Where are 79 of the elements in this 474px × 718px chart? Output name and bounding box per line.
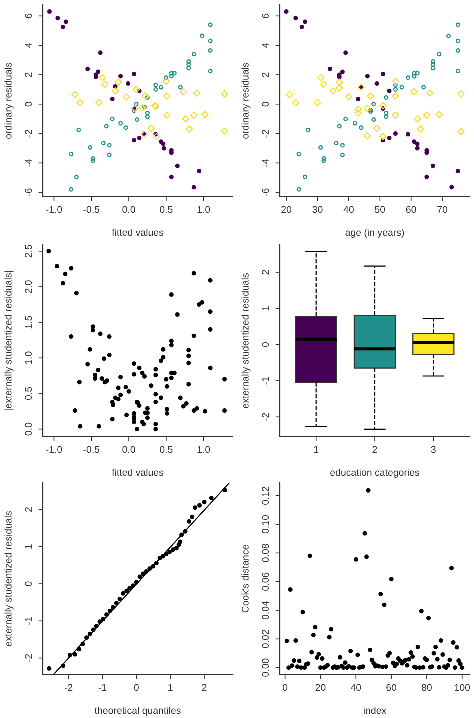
y-tick-label: 0.06 bbox=[262, 572, 270, 591]
y-tick-label: -2 bbox=[262, 130, 269, 138]
y-tick-label: 0.12 bbox=[262, 486, 270, 505]
y-tick-label: 2 bbox=[262, 270, 269, 275]
x-tick-label: -0.5 bbox=[84, 206, 100, 214]
x-tick-label: 0.0 bbox=[122, 446, 136, 454]
x-tick-label: 0.5 bbox=[160, 446, 173, 454]
x-tick-label: -1 bbox=[98, 684, 107, 692]
y-tick-label: 0.04 bbox=[262, 601, 270, 620]
y-tick-label: 2 bbox=[262, 72, 269, 78]
y-tick-label: 0 bbox=[262, 102, 270, 107]
x-tick-label: 70 bbox=[438, 206, 448, 214]
y-tick-label: 1.0 bbox=[25, 352, 32, 364]
x-tick-label: 30 bbox=[312, 206, 323, 214]
y-tick-label: 0 bbox=[25, 582, 32, 586]
y-tick-label: 0.08 bbox=[262, 544, 270, 562]
y-tick-label: 2 bbox=[25, 508, 32, 512]
y-tick-label: 6 bbox=[262, 14, 270, 18]
x-tick-label: 1 bbox=[314, 446, 319, 454]
x-tick-label: 0.5 bbox=[160, 206, 173, 214]
x-tick-label: 3 bbox=[431, 446, 436, 454]
y-tick-label: 0.5 bbox=[25, 387, 32, 400]
y-tick-label: 0 bbox=[262, 342, 270, 348]
y-tick-label: 0 bbox=[25, 102, 32, 107]
x-tick-label: 80 bbox=[422, 684, 432, 692]
x-tick-label: 100 bbox=[455, 684, 470, 692]
y-axis-title: |externally studentized residuals| bbox=[4, 272, 14, 410]
x-tick-label: 1 bbox=[168, 684, 173, 692]
x-tick-label: -0.5 bbox=[84, 446, 100, 454]
x-tick-label: -1.0 bbox=[46, 446, 62, 454]
y-tick-label: 1.5 bbox=[25, 316, 32, 329]
x-tick-label: 50 bbox=[375, 206, 386, 214]
y-tick-label: -6 bbox=[25, 188, 32, 196]
y-axis-title: ordinary residuals bbox=[242, 62, 251, 139]
x-axis-title: theoretical quantiles bbox=[94, 706, 181, 716]
x-tick-label: 0.0 bbox=[122, 206, 136, 214]
y-tick-label: -1 bbox=[262, 377, 269, 385]
y-tick-label: 2.5 bbox=[25, 245, 32, 258]
y-tick-label: 4 bbox=[262, 43, 269, 48]
x-tick-label: -2 bbox=[64, 684, 73, 692]
y-tick-label: -4 bbox=[262, 159, 269, 168]
y-axis-title: externally studentized residuals bbox=[4, 512, 14, 646]
x-tick-label: 0 bbox=[134, 684, 139, 692]
x-tick-label: 20 bbox=[316, 684, 326, 692]
x-tick-label: 60 bbox=[406, 206, 416, 214]
y-tick-label: -6 bbox=[262, 188, 270, 196]
x-tick-label: 40 bbox=[344, 206, 354, 214]
x-axis-title: education categories bbox=[330, 468, 420, 478]
y-tick-label: 4 bbox=[25, 43, 32, 48]
y-tick-label: 1 bbox=[25, 544, 32, 549]
x-tick-label: 1.0 bbox=[198, 206, 210, 214]
x-axis-title: index bbox=[364, 706, 387, 714]
y-axis-title: ordinary residuals bbox=[4, 62, 14, 139]
x-axis-title: fitted values bbox=[112, 228, 164, 236]
y-tick-label: 6 bbox=[25, 14, 32, 18]
y-axis-title: Cook's distance bbox=[242, 545, 249, 613]
y-tick-label: 0.02 bbox=[262, 630, 270, 648]
x-axis-title: fitted values bbox=[112, 468, 164, 476]
x-tick-label: 1.0 bbox=[198, 446, 210, 454]
y-tick-label: 0.00 bbox=[262, 658, 270, 677]
x-tick-label: -1.0 bbox=[46, 206, 62, 214]
y-tick-label: -1 bbox=[25, 617, 32, 626]
x-axis-title: age (in years) bbox=[346, 228, 404, 238]
y-tick-label: -2 bbox=[262, 413, 269, 422]
y-tick-label: 2.0 bbox=[25, 280, 32, 294]
x-tick-label: 60 bbox=[386, 684, 397, 692]
x-tick-label: 0 bbox=[282, 684, 288, 692]
x-tick-label: 40 bbox=[350, 684, 362, 692]
y-tick-label: 0.0 bbox=[25, 422, 32, 436]
y-tick-label: 2 bbox=[25, 72, 32, 78]
x-tick-label: 20 bbox=[282, 206, 292, 214]
y-tick-label: -2 bbox=[25, 654, 32, 662]
y-tick-label: -4 bbox=[25, 159, 32, 168]
y-tick-label: -2 bbox=[25, 130, 32, 138]
y-axis-title: externally studentized residuals bbox=[242, 274, 251, 408]
y-tick-label: 1 bbox=[262, 306, 269, 311]
x-tick-label: 2 bbox=[202, 684, 207, 692]
x-tick-label: 2 bbox=[372, 446, 378, 454]
y-tick-label: 0.10 bbox=[262, 515, 270, 534]
